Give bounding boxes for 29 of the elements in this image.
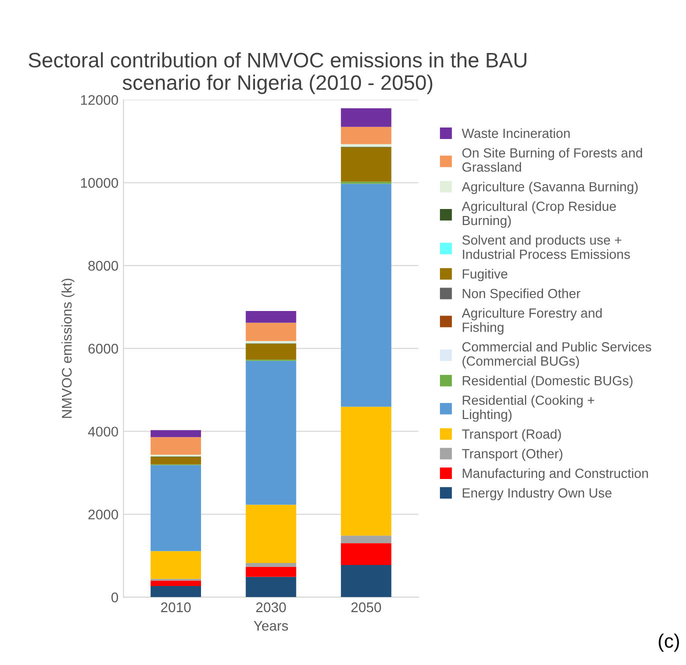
x-tick-label: 2030 bbox=[256, 602, 286, 612]
x-tick-label: 2010 bbox=[161, 602, 191, 612]
legend-label: Manufacturing and Construction bbox=[462, 468, 648, 481]
legend-label: On Site Burning of Forests and Grassland bbox=[462, 148, 642, 172]
y-tick-label: 2000 bbox=[88, 510, 118, 520]
y-tick-label: 10000 bbox=[81, 178, 118, 188]
chart-title: Sectoral contribution of NMVOC emissions in the BAU scenario for Nigeria (2010 - 2050) bbox=[28, 52, 526, 94]
legend-label: Residential (Cooking + Lighting) bbox=[462, 395, 594, 422]
legend-label: Agricultural (Crop Residue Burning) bbox=[462, 201, 616, 228]
legend-label: Waste Incineration bbox=[462, 128, 570, 138]
legend-label: Energy Industry Own Use bbox=[462, 488, 612, 500]
y-tick-label: 0 bbox=[111, 592, 118, 602]
y-axis-title: NMVOC emissions (kt) bbox=[62, 278, 74, 418]
legend-label: Transport (Road) bbox=[462, 429, 561, 442]
y-tick-label: 8000 bbox=[88, 260, 118, 271]
legend-label: Commercial and Public Services (Commercial BUGs) bbox=[462, 342, 652, 368]
y-tick-label: 4000 bbox=[88, 426, 118, 437]
legend-label: Solvent and products use + Industrial Process Emissions bbox=[462, 235, 630, 259]
x-tick-label: 2050 bbox=[351, 602, 382, 612]
y-tick-label: 12000 bbox=[81, 95, 118, 105]
legend-label: Transport (Other) bbox=[462, 448, 562, 461]
legend-label: Fugitive bbox=[462, 268, 508, 282]
y-tick-label: 6000 bbox=[88, 344, 118, 354]
text: (c) bbox=[658, 634, 679, 652]
x-axis-title: Years bbox=[254, 621, 288, 631]
legend-label: Agriculture Forestry and Fishing bbox=[462, 308, 602, 335]
legend-label: Agriculture (Savanna Burning) bbox=[462, 182, 638, 194]
legend-label: Non Specified Other bbox=[462, 288, 580, 301]
legend-label: Residential (Domestic BUGs) bbox=[462, 376, 632, 388]
